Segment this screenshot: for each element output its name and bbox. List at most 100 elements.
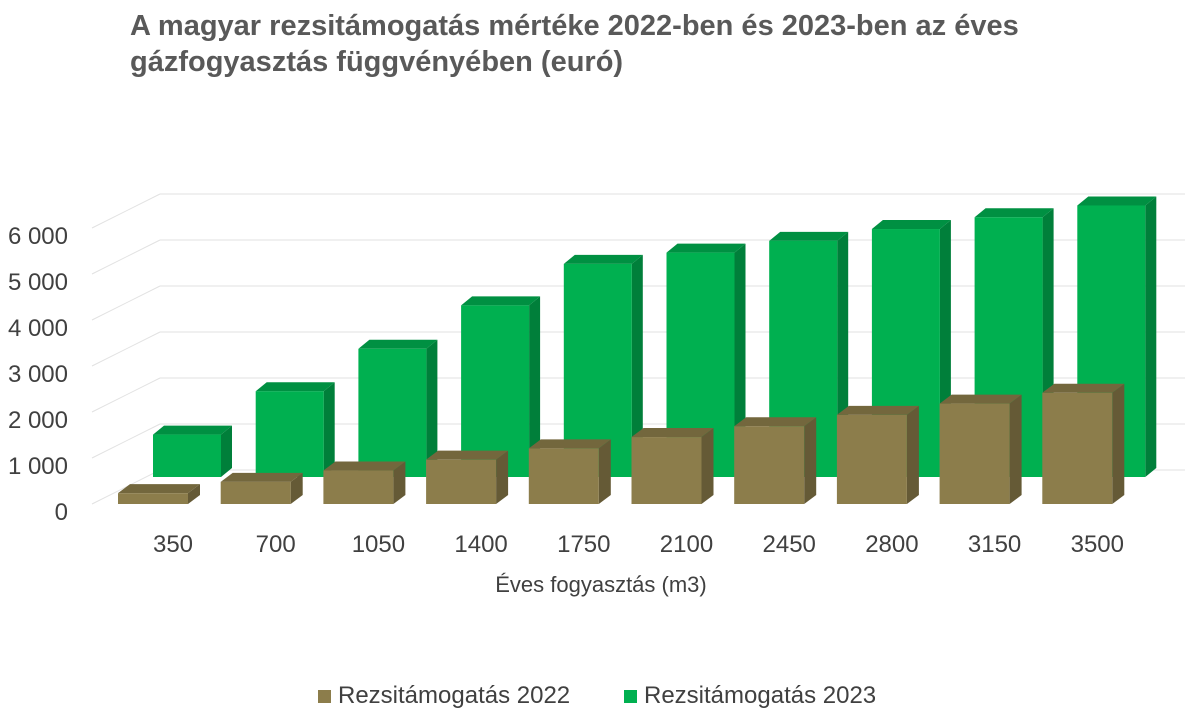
x-tick-label: 1050 — [352, 531, 405, 558]
bar-side — [188, 484, 200, 504]
chart-title: A magyar rezsitámogatás mértéke 2022-ben… — [130, 10, 1019, 78]
bar-side — [426, 339, 438, 477]
y-tick-label: 2 000 — [8, 407, 68, 434]
bar-side — [393, 461, 406, 504]
bar-2022-700 — [220, 472, 303, 504]
x-tick-label: 2100 — [660, 531, 713, 558]
bar-top — [631, 428, 714, 438]
bar-top — [1042, 383, 1125, 393]
bar-top — [939, 394, 1022, 404]
gridline-wall — [91, 239, 161, 275]
x-tick-label: 3150 — [968, 531, 1021, 558]
y-tick-label: 4 000 — [8, 315, 68, 342]
bar-side — [323, 382, 335, 477]
bar-front — [358, 348, 427, 477]
gridline-wall — [91, 331, 161, 367]
bar-2022-3500 — [1042, 383, 1125, 504]
bar-front — [220, 481, 291, 504]
x-tick-label: 350 — [153, 531, 193, 558]
gridline-wall — [91, 285, 161, 321]
bar-top — [358, 339, 438, 349]
bar-front — [118, 493, 188, 504]
bar-2023-350 — [153, 425, 232, 477]
bar-top — [563, 254, 643, 264]
bar-front — [734, 426, 805, 504]
bar-top — [836, 405, 919, 415]
bar-front — [255, 391, 324, 477]
legend-label: Rezsitámogatás 2022 — [338, 682, 570, 709]
bar-2022-1750 — [528, 439, 611, 504]
bar-side — [1112, 383, 1125, 504]
bar-2022-1050 — [323, 461, 406, 504]
bar-2022-350 — [118, 484, 200, 504]
legend-swatch — [318, 690, 331, 703]
bar-top — [871, 220, 951, 230]
bar-front — [426, 459, 497, 504]
bar-side — [631, 254, 643, 477]
bar-front — [153, 434, 221, 477]
x-axis-ticks: 350 700 1050 1400 1750 2100 2450 2800 3150 3500 — [153, 531, 1124, 558]
x-axis-label: Éves fogyasztás (m3) — [495, 572, 707, 597]
bar-front — [836, 414, 907, 504]
bar-top — [974, 208, 1054, 218]
bar-side — [906, 405, 919, 504]
y-tick-label: 3 000 — [8, 361, 68, 388]
bar-top — [734, 417, 817, 427]
legend-label: Rezsitámogatás 2023 — [644, 682, 876, 709]
gridline-wall — [91, 423, 161, 459]
bar-2022-2100 — [631, 428, 714, 504]
bar-2022-2450 — [734, 417, 817, 504]
bar-top — [426, 450, 509, 460]
bar-top — [1077, 196, 1157, 206]
bar-side — [529, 296, 541, 477]
bar-top — [323, 461, 406, 471]
bar-2023-1400 — [461, 296, 541, 477]
y-tick-label: 1 000 — [8, 453, 68, 480]
bar-top — [666, 243, 746, 253]
bar-side — [804, 417, 817, 504]
y-axis-ticks: 0 1 000 2 000 3 000 4 000 5 000 6 000 — [8, 223, 68, 526]
y-tick-label: 0 — [55, 499, 68, 526]
x-tick-label: 2450 — [763, 531, 816, 558]
bar-front — [323, 470, 394, 504]
bar-front — [528, 448, 599, 504]
bar-front — [939, 403, 1010, 504]
bar-side — [1145, 196, 1157, 477]
bar-front — [461, 305, 530, 477]
bar-side — [598, 439, 611, 504]
bar-side — [734, 243, 746, 477]
legend-item: Rezsitámogatás 2023 — [624, 682, 876, 709]
bar-top — [769, 231, 849, 241]
bar-top — [153, 425, 232, 435]
gridline-wall — [91, 193, 161, 229]
gridline-wall — [91, 377, 161, 413]
legend-item: Rezsitámogatás 2022 — [318, 682, 570, 709]
y-tick-label: 5 000 — [8, 269, 68, 296]
bar-top — [461, 296, 541, 306]
bar-side — [496, 450, 509, 504]
bar-front — [1042, 392, 1113, 504]
bar-2023-1050 — [358, 339, 438, 477]
x-tick-label: 2800 — [865, 531, 918, 558]
y-tick-label: 6 000 — [8, 223, 68, 250]
x-tick-label: 3500 — [1071, 531, 1124, 558]
bar-2022-1400 — [426, 450, 509, 504]
front-series-layer — [118, 383, 1125, 504]
bar-side — [290, 472, 303, 504]
legend-swatch — [624, 690, 637, 703]
bar-side — [1009, 394, 1022, 504]
x-tick-label: 1400 — [454, 531, 507, 558]
bar-2022-2800 — [836, 405, 919, 504]
bar-top — [220, 472, 303, 482]
gridline-wall — [91, 469, 161, 505]
bar-front — [631, 437, 702, 504]
bar-2022-3150 — [939, 394, 1022, 504]
bar-side — [221, 425, 232, 477]
bar-top — [118, 484, 200, 494]
bar-top — [528, 439, 611, 449]
bar-top — [255, 382, 335, 392]
legend: Rezsitámogatás 2022 Rezsitámogatás 2023 — [318, 682, 876, 709]
x-tick-label: 700 — [256, 531, 296, 558]
bar-side — [701, 428, 714, 504]
